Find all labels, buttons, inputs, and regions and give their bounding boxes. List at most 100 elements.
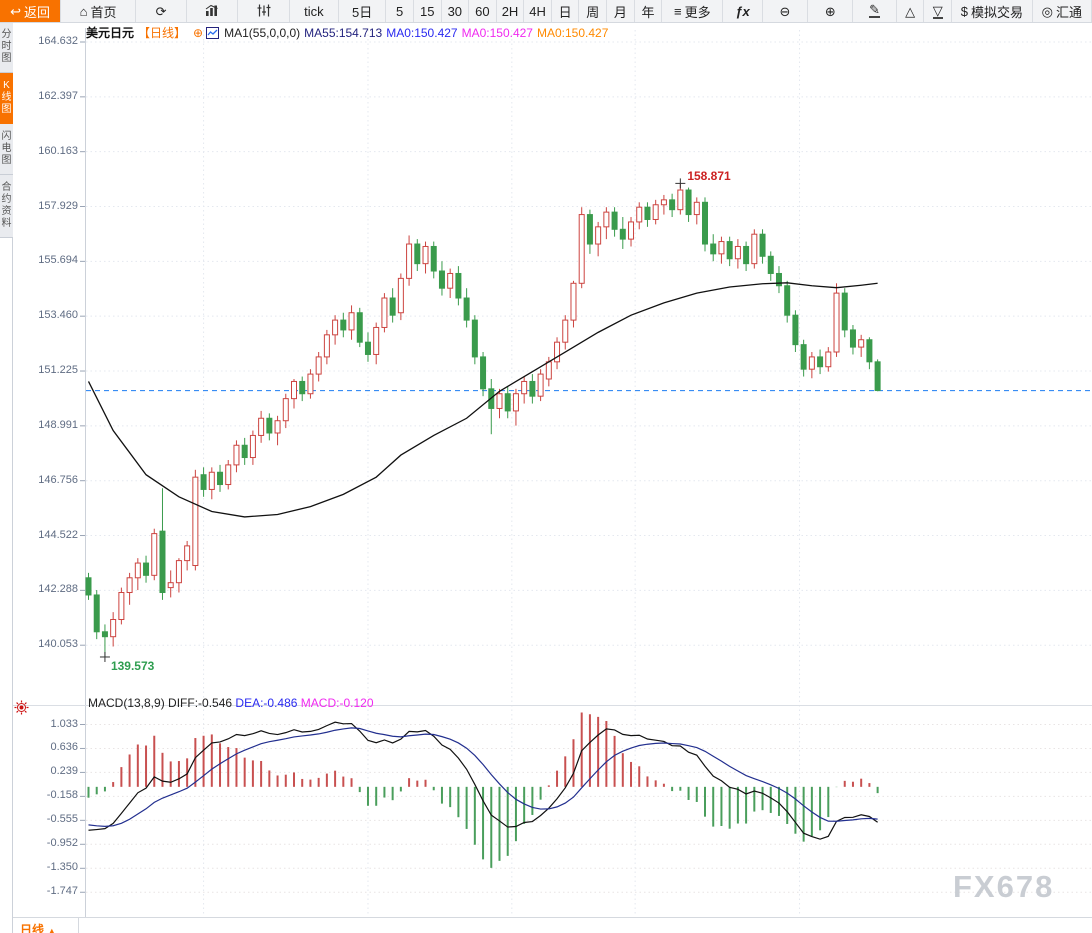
price-tick: 144.522 <box>38 528 78 541</box>
interval-5d-button[interactable]: 5日 <box>339 0 387 22</box>
triangle-up-icon: △ <box>905 3 916 19</box>
zoom-out-icon: ⊖ <box>779 3 791 19</box>
dollar-icon: $ <box>960 3 968 19</box>
period-selector[interactable]: 日线 ▲ <box>20 921 56 933</box>
zoom-out-button[interactable]: ⊖ <box>763 0 809 22</box>
interval-5d-label: 5日 <box>352 4 373 20</box>
candle-chart-button[interactable] <box>238 0 290 22</box>
macd-tick: -1.350 <box>46 861 78 874</box>
low-price-annotation: 139.573 <box>110 658 155 673</box>
ma-label-4: MA0:150.427 <box>536 26 609 40</box>
refresh-button[interactable]: ⟳ <box>136 0 188 22</box>
indicator-settings-icon[interactable] <box>14 700 29 715</box>
interval-day-button[interactable]: 日 <box>552 0 580 22</box>
interval-5-label: 5 <box>396 3 404 19</box>
menu-icon: ≡ <box>674 3 682 19</box>
interval-2h-label: 2H <box>501 3 519 19</box>
more-label: 更多 <box>684 4 711 20</box>
chart-type-sidebar: 分时图 K线图 闪电图 合约资料 <box>0 22 13 933</box>
interval-tick-button[interactable]: tick <box>290 0 340 22</box>
macd-header: MACD(13,8,9) DIFF:-0.546 DEA:-0.486 MACD… <box>88 696 374 710</box>
bar-chart-icon <box>205 4 220 19</box>
price-tick: 140.053 <box>38 638 78 651</box>
interval-week-button[interactable]: 周 <box>579 0 608 22</box>
macd-tick: -0.952 <box>46 837 78 850</box>
back-arrow-icon: ↩ <box>10 3 21 19</box>
ma-label-2: MA0:150.427 <box>386 26 458 40</box>
line-chart-button[interactable] <box>187 0 239 22</box>
macd-macd-label: MACD:-0.120 <box>300 696 374 710</box>
interval-30-button[interactable]: 30 <box>442 0 470 22</box>
refresh-icon: ⟳ <box>155 3 167 19</box>
macd-tick: 0.636 <box>50 741 78 754</box>
symbol-label: 美元日元 <box>86 26 135 40</box>
price-tick: 160.163 <box>38 144 78 157</box>
triangle-down-icon: ▽ <box>932 2 943 19</box>
interval-day-label: 日 <box>558 4 572 20</box>
pencil-icon: ✎ <box>869 1 881 18</box>
interval-month-button[interactable]: 月 <box>607 0 635 22</box>
macd-params-label: MACD(13,8,9) <box>88 696 165 710</box>
home-icon: ⌂ <box>79 3 88 19</box>
price-tick: 155.694 <box>38 254 78 267</box>
interval-month-label: 月 <box>613 4 627 20</box>
price-tick: 162.397 <box>38 89 78 102</box>
top-toolbar: ↩ 返回 ⌂ 首页 ⟳ tick 5日 5 15 30 60 2H 4H 日周月年 ≡ 更多 ƒx ⊖ ⊕ ✎ △ ▽ $ 模… <box>0 0 1092 23</box>
macd-tick: 0.239 <box>50 765 78 778</box>
back-button[interactable]: ↩ 返回 <box>0 0 62 22</box>
sidebar-tab-contract-info[interactable]: 合约资料 <box>0 175 13 238</box>
sim-trade-label: 模拟交易 <box>970 4 1023 20</box>
circle-plus-icon[interactable]: ⊕ <box>193 26 204 40</box>
back-label: 返回 <box>23 4 50 20</box>
price-tick: 142.288 <box>38 583 78 596</box>
triangle-down-button[interactable]: ▽ <box>924 0 952 22</box>
sidebar-tab-time-chart[interactable]: 分时图 <box>0 22 13 73</box>
interval-week-label: 周 <box>586 4 600 20</box>
spiral-icon: ◎ <box>1041 3 1053 19</box>
watermark: FX678 <box>953 869 1055 904</box>
price-tick: 151.225 <box>38 364 78 377</box>
macd-tick: 1.033 <box>50 717 78 730</box>
interval-tick-label: tick <box>304 3 324 19</box>
bottom-bar: 日线 ▲ <box>13 917 1092 933</box>
sidebar-tab-lightning-chart[interactable]: 闪电图 <box>0 124 13 175</box>
candles-icon <box>257 4 271 19</box>
ma-label-1: MA55:154.713 <box>304 26 383 40</box>
huitong-button[interactable]: ◎ 汇通 <box>1033 0 1092 22</box>
ma-label-3: MA0:150.427 <box>461 26 533 40</box>
high-price-annotation: 158.871 <box>687 169 731 184</box>
sidebar-tab-kline-chart[interactable]: K线图 <box>0 73 13 124</box>
interval-4h-label: 4H <box>529 3 546 19</box>
macd-tick: -1.747 <box>46 885 78 898</box>
huitong-label: 汇通 <box>1056 4 1083 20</box>
macd-dea-label: DEA:-0.486 <box>235 696 298 710</box>
indicators-button[interactable]: ƒx <box>723 0 763 22</box>
triangle-up-button[interactable]: △ <box>897 0 925 22</box>
price-tick: 157.929 <box>38 199 78 212</box>
chart-title-row: 美元日元 【日线】 ⊕ MA1(55,0,0,0) MA55:154.713 MA0:15… <box>86 24 616 41</box>
ma-label-0: MA1(55,0,0,0) <box>224 26 301 40</box>
interval-year-button[interactable]: 年 <box>635 0 663 22</box>
macd-tick: -0.158 <box>46 789 78 802</box>
interval-30-label: 30 <box>447 3 463 19</box>
zoom-in-button[interactable]: ⊕ <box>808 0 854 22</box>
macd-tick: -0.555 <box>46 813 78 826</box>
triangle-up-icon: ▲ <box>47 926 57 933</box>
draw-button[interactable]: ✎ <box>853 0 897 22</box>
interval-60-label: 60 <box>475 3 490 19</box>
interval-15-button[interactable]: 15 <box>414 0 442 22</box>
mini-chart-icon <box>206 27 220 39</box>
more-button[interactable]: ≡ 更多 <box>662 0 724 22</box>
interval-60-button[interactable]: 60 <box>469 0 497 22</box>
bottom-bar-divider <box>78 918 79 933</box>
interval-5-button[interactable]: 5 <box>386 0 414 22</box>
price-tick: 153.460 <box>38 309 78 322</box>
sim-trade-button[interactable]: $ 模拟交易 <box>952 0 1033 22</box>
zoom-in-icon: ⊕ <box>824 3 836 19</box>
home-button[interactable]: ⌂ 首页 <box>61 0 136 22</box>
interval-4h-button[interactable]: 4H <box>524 0 552 22</box>
price-tick: 148.991 <box>38 418 78 431</box>
interval-2h-button[interactable]: 2H <box>497 0 525 22</box>
